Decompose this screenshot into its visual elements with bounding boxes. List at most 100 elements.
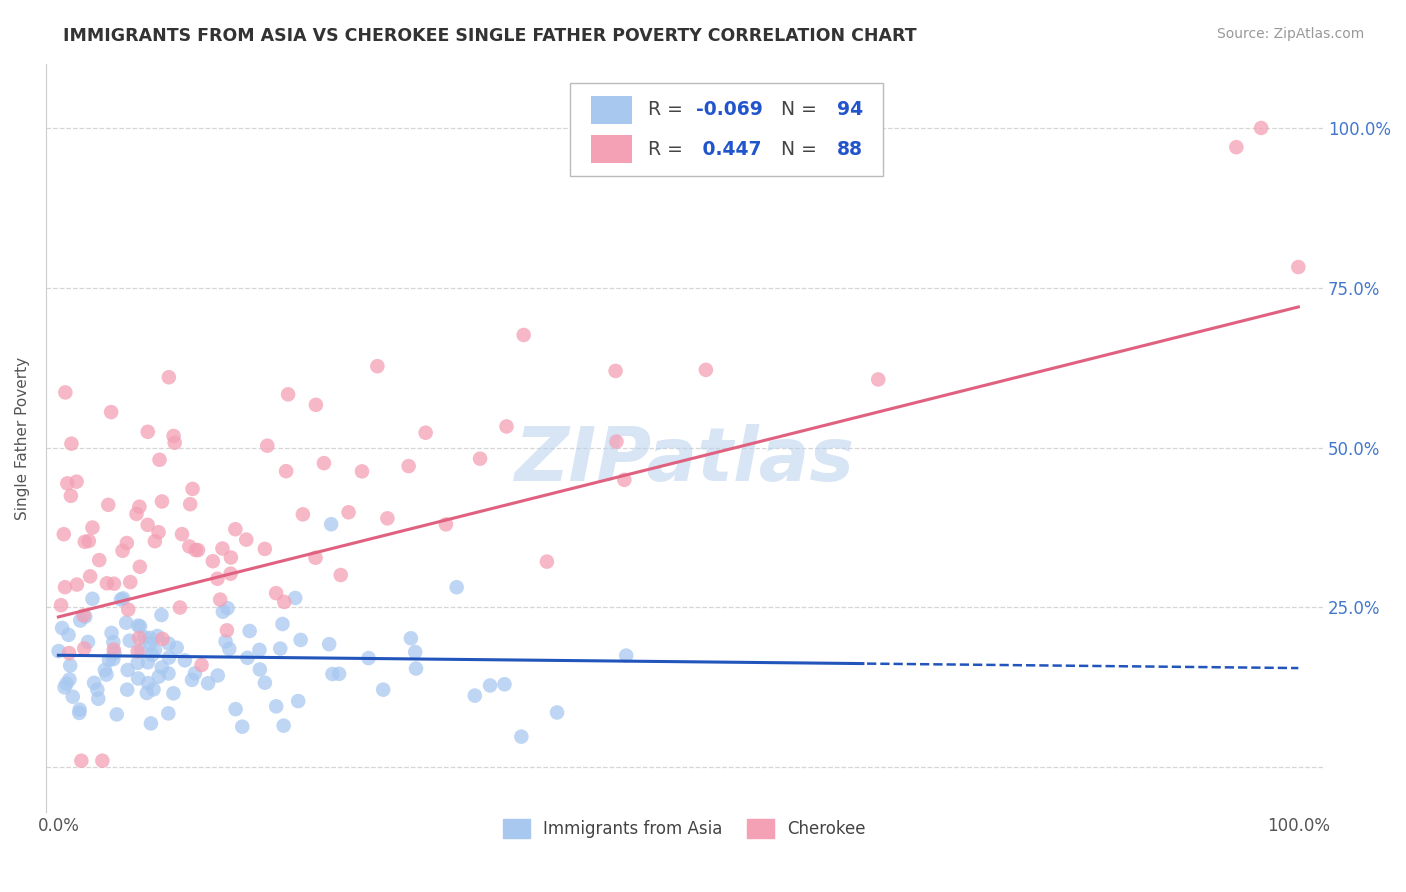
Text: 0.447: 0.447 <box>696 140 762 159</box>
Point <box>162 429 184 443</box>
Point <box>231 720 253 734</box>
Text: R =: R = <box>648 140 689 159</box>
Point <box>56 476 79 491</box>
Point <box>136 676 159 690</box>
Point <box>329 568 352 582</box>
Text: -0.069: -0.069 <box>696 100 763 120</box>
Text: Source: ZipAtlas.com: Source: ZipAtlas.com <box>1216 27 1364 41</box>
Point <box>129 619 152 633</box>
Point <box>75 609 97 624</box>
Point <box>157 637 180 651</box>
Point <box>157 650 180 665</box>
Point <box>117 602 139 616</box>
FancyBboxPatch shape <box>592 135 633 163</box>
Point <box>271 617 294 632</box>
Point <box>150 660 173 674</box>
Point <box>157 706 180 721</box>
Point <box>157 370 180 384</box>
Point <box>127 618 149 632</box>
Point <box>235 533 257 547</box>
Point <box>103 576 125 591</box>
Point <box>166 640 188 655</box>
Point <box>373 682 395 697</box>
Point <box>224 522 246 536</box>
Point <box>65 475 87 489</box>
Point <box>434 517 457 532</box>
Point <box>256 439 278 453</box>
Point <box>181 482 204 496</box>
Point <box>117 663 139 677</box>
Point <box>69 703 91 717</box>
Text: ZIPatlas: ZIPatlas <box>515 424 855 497</box>
Point <box>77 635 100 649</box>
Point <box>337 505 360 519</box>
Point <box>225 702 247 716</box>
Point <box>464 689 486 703</box>
Point <box>103 642 125 657</box>
Point <box>83 676 105 690</box>
Point <box>405 661 427 675</box>
Point <box>290 632 312 647</box>
Point <box>135 686 157 700</box>
Point <box>236 650 259 665</box>
Point <box>605 364 627 378</box>
Point <box>209 592 232 607</box>
Point <box>142 682 165 697</box>
Point <box>73 641 96 656</box>
Point <box>350 464 373 478</box>
Point <box>273 595 295 609</box>
Point <box>136 517 159 532</box>
Point <box>70 754 93 768</box>
Point <box>77 533 100 548</box>
Point <box>217 601 239 615</box>
Point <box>87 691 110 706</box>
Point <box>96 576 118 591</box>
Point <box>86 682 108 697</box>
Point <box>97 653 120 667</box>
Point <box>1225 140 1247 154</box>
Point <box>103 635 125 649</box>
Point <box>173 653 195 667</box>
Point <box>249 663 271 677</box>
Point <box>868 372 890 386</box>
Point <box>134 630 156 644</box>
Point <box>82 591 104 606</box>
Point <box>73 534 96 549</box>
Text: R =: R = <box>648 100 689 120</box>
Point <box>110 592 132 607</box>
Point <box>53 681 76 695</box>
Point <box>139 637 162 651</box>
Point <box>274 464 297 478</box>
Point <box>139 631 162 645</box>
Point <box>318 637 340 651</box>
Point <box>115 615 138 630</box>
Point <box>169 600 191 615</box>
Point <box>150 607 173 622</box>
Point <box>72 608 94 623</box>
Point <box>128 559 150 574</box>
Point <box>218 641 240 656</box>
Point <box>190 658 212 673</box>
Point <box>103 652 125 666</box>
Point <box>66 577 89 591</box>
Point <box>58 673 80 687</box>
Point <box>148 525 170 540</box>
Text: N =: N = <box>769 140 823 159</box>
Point <box>253 541 276 556</box>
FancyBboxPatch shape <box>592 95 633 124</box>
Point <box>115 536 138 550</box>
Point <box>546 706 568 720</box>
Point <box>312 456 335 470</box>
Point <box>510 730 533 744</box>
Point <box>494 677 516 691</box>
Point <box>52 527 75 541</box>
Point <box>125 507 148 521</box>
Point <box>214 634 236 648</box>
Point <box>184 543 207 558</box>
Point <box>284 591 307 605</box>
Point <box>82 520 104 534</box>
Point <box>148 670 170 684</box>
Point <box>415 425 437 440</box>
Point <box>212 605 235 619</box>
Point <box>181 673 204 687</box>
